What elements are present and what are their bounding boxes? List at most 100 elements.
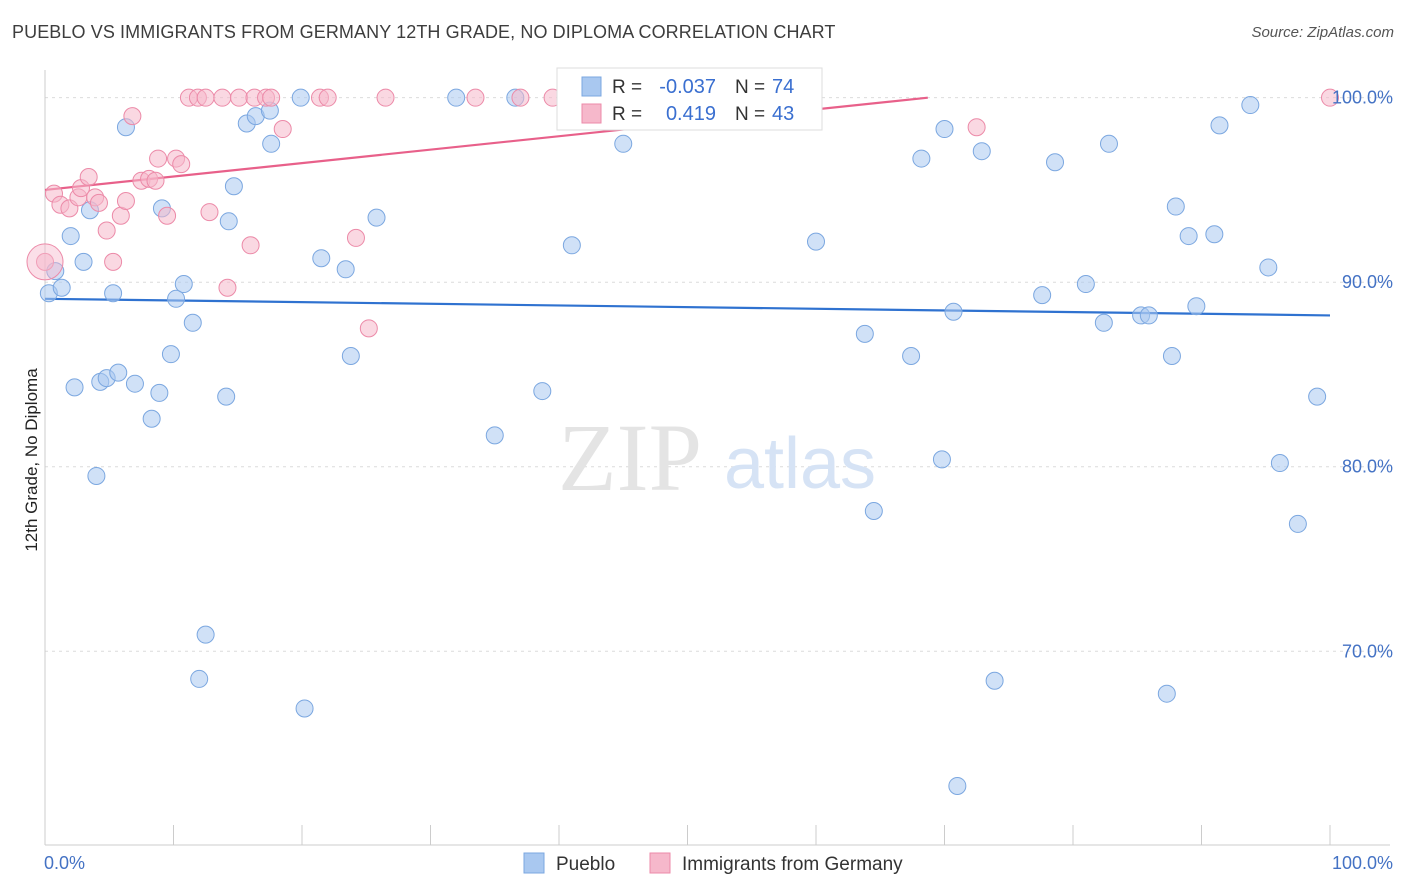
source-credit: Source: ZipAtlas.com (1251, 24, 1394, 41)
legend-swatch-pueblo (523, 852, 545, 874)
pueblo-point (932, 450, 951, 469)
watermark: ZIP atlas (558, 404, 876, 511)
x-tick-label: 100.0% (1332, 853, 1393, 873)
watermark-atlas: atlas (724, 424, 876, 504)
germany-point (376, 88, 395, 107)
pueblo-point (161, 345, 180, 364)
stats-n-value-pueblo: 74 (772, 76, 794, 98)
x-tick-labels: 0.0% 100.0% (44, 853, 1393, 873)
axes (44, 70, 1390, 846)
germany-point (511, 88, 530, 107)
stats-r-label-pueblo: R = (612, 77, 642, 98)
y-tick-label: 90.0% (1342, 272, 1393, 292)
pueblo-point (1308, 387, 1327, 406)
pueblo-point (1094, 313, 1113, 332)
germany-point (1321, 88, 1339, 107)
gridlines (45, 97, 1390, 652)
germany-point (36, 252, 54, 271)
pueblo-point (864, 502, 883, 521)
pueblo-point (1076, 275, 1095, 294)
pueblo-point (1033, 286, 1052, 305)
pueblo-point (1210, 116, 1229, 135)
legend-swatch-germany (649, 852, 671, 874)
pueblo-point (1099, 134, 1118, 153)
stats-r-value-germany: 0.419 (666, 103, 716, 125)
germany-point-large (26, 243, 64, 281)
stats-n-value-germany: 43 (772, 103, 794, 125)
pueblo-point (485, 426, 504, 445)
x-tick-label: 0.0% (44, 853, 85, 873)
pueblo-point (74, 252, 93, 271)
pueblo-point (336, 260, 355, 279)
germany-point (967, 118, 986, 137)
germany-point (104, 252, 123, 271)
pueblo-point (948, 776, 967, 795)
pueblo-point (104, 284, 123, 303)
stats-r-value-pueblo: -0.037 (659, 76, 716, 98)
germany-point (466, 88, 485, 107)
pueblo-point (985, 671, 1004, 690)
pueblo-point (174, 275, 193, 294)
germany-point (318, 88, 337, 107)
y-tick-label: 80.0% (1342, 457, 1393, 477)
pueblo-point (1288, 514, 1307, 533)
pueblo-point (196, 625, 215, 644)
pueblo-point (562, 236, 581, 255)
pueblo-point (52, 278, 71, 297)
germany-point (146, 171, 165, 190)
pueblo-point (533, 382, 552, 401)
watermark-zip: ZIP (558, 404, 702, 511)
y-tick-label: 100.0% (1332, 88, 1393, 108)
pueblo-point (61, 227, 80, 246)
pueblo-point (142, 409, 161, 428)
pueblo-point (125, 374, 144, 393)
germany-point (89, 193, 108, 212)
pueblo-point (1139, 306, 1158, 325)
pueblo-point (807, 232, 825, 251)
pueblo-point (1162, 347, 1181, 366)
pueblo-point (912, 149, 931, 168)
stats-r-label-germany: R = (612, 104, 642, 125)
germany-point (241, 236, 260, 255)
stats-swatch-pueblo (581, 76, 602, 97)
germany-point (200, 203, 219, 222)
pueblo-point (183, 313, 202, 332)
germany-point (97, 221, 116, 240)
pueblo-point (312, 249, 331, 268)
pueblo-point (262, 134, 281, 153)
series-legend: Pueblo Immigrants from Germany (523, 852, 903, 875)
stats-n-label-pueblo: N = (735, 77, 765, 98)
pueblo-point (109, 363, 128, 382)
pueblo-point (902, 347, 921, 366)
germany-point (123, 107, 142, 126)
pueblo-point (295, 699, 314, 718)
stats-swatch-germany (581, 103, 602, 124)
pueblo-point (944, 302, 963, 321)
pueblo-point (1046, 153, 1065, 172)
pueblo-point (1259, 258, 1278, 277)
y-tick-label: 70.0% (1342, 641, 1393, 661)
pueblo-point (87, 466, 106, 485)
germany-point (213, 88, 232, 107)
germany-point (149, 149, 168, 168)
pueblo-trend-line (44, 297, 1331, 317)
germany-point (230, 88, 249, 107)
pueblo-point (190, 669, 209, 688)
chart-title: PUEBLO VS IMMIGRANTS FROM GERMANY 12TH G… (12, 22, 836, 42)
pueblo-point (150, 383, 169, 402)
pueblo-point (1166, 197, 1185, 216)
pueblo-point (65, 378, 84, 397)
germany-point (359, 319, 378, 338)
pueblo-point (341, 347, 360, 366)
pueblo-point (1157, 684, 1176, 703)
pueblo-point (1187, 297, 1206, 316)
legend-label-pueblo: Pueblo (556, 854, 615, 875)
germany-point (79, 168, 98, 187)
y-axis-label: 12th Grade, No Diploma (22, 368, 41, 552)
pueblo-point (614, 134, 633, 153)
germany-point (172, 155, 191, 174)
pueblo-point (1205, 225, 1224, 244)
pueblo-point (1241, 96, 1260, 115)
pueblo-point (855, 324, 874, 343)
